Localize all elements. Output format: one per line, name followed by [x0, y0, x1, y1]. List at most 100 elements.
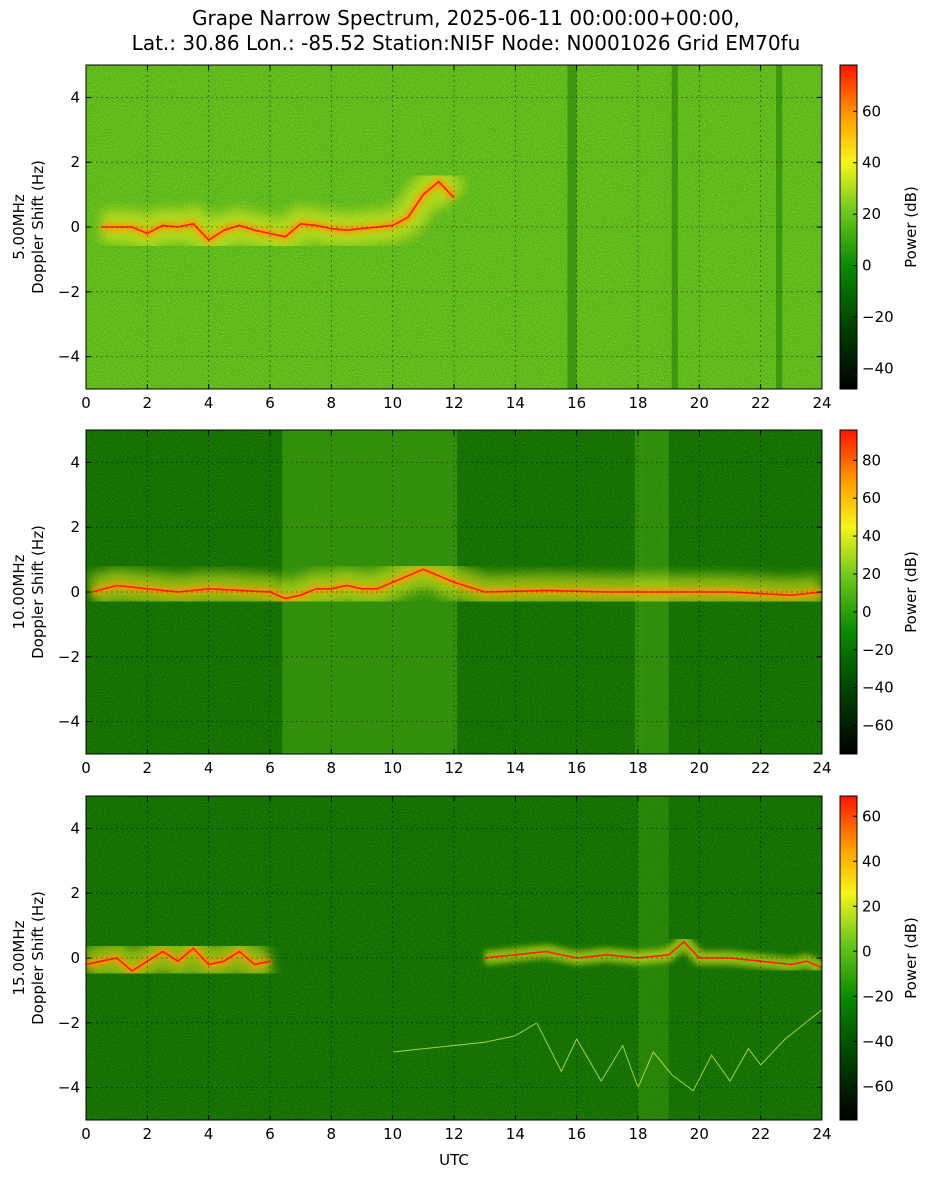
- doppler-trace: [101, 180, 455, 242]
- dark-band: [776, 65, 783, 389]
- colorbar-label: Power (dB): [902, 551, 920, 633]
- x-tick-label: 6: [265, 394, 275, 412]
- y-tick-label: 2: [70, 153, 80, 171]
- y-tick-label: −4: [58, 713, 80, 731]
- colorbar-tick-label: 0: [862, 942, 872, 960]
- x-tick-label: 24: [812, 394, 831, 412]
- y-tick-label: 4: [70, 88, 80, 106]
- heatmap-area: [86, 430, 822, 754]
- x-axis-label: UTC: [439, 1151, 469, 1169]
- x-tick-label: 6: [265, 759, 275, 777]
- frequency-label: 5.00MHz: [10, 194, 28, 260]
- x-tick-label: 20: [690, 759, 709, 777]
- x-tick-label: 24: [812, 759, 831, 777]
- x-tick-label: 18: [628, 1125, 647, 1143]
- colorbar-tick-label: 20: [862, 897, 881, 915]
- x-tick-label: 18: [628, 394, 647, 412]
- y-axis-label: Doppler Shift (Hz): [29, 891, 47, 1025]
- x-tick-label: 12: [444, 394, 463, 412]
- y-tick-label: 0: [70, 949, 80, 967]
- x-tick-label: 10: [383, 759, 402, 777]
- frequency-label: 10.00MHz: [10, 554, 28, 629]
- y-tick-label: 2: [70, 884, 80, 902]
- x-tick-label: 20: [690, 394, 709, 412]
- x-tick-label: 14: [506, 394, 525, 412]
- heatmap-area: [86, 65, 822, 389]
- x-tick-label: 4: [204, 394, 214, 412]
- x-tick-label: 4: [204, 1125, 214, 1143]
- figure-title-line-2: Lat.: 30.86 Lon.: -85.52 Station:NI5F No…: [132, 31, 801, 55]
- x-tick-label: 4: [204, 759, 214, 777]
- x-tick-label: 10: [383, 1125, 402, 1143]
- x-tick-label: 10: [383, 394, 402, 412]
- y-tick-label: 0: [70, 583, 80, 601]
- x-tick-label: 22: [751, 1125, 770, 1143]
- x-tick-label: 0: [81, 1125, 91, 1143]
- x-tick-label: 16: [567, 1125, 586, 1143]
- y-tick-label: −2: [58, 1014, 80, 1032]
- x-tick-label: 16: [567, 759, 586, 777]
- colorbar-label: Power (dB): [902, 917, 920, 999]
- y-tick-label: 0: [70, 218, 80, 236]
- x-tick-label: 14: [506, 759, 525, 777]
- colorbar-tick-label: −40: [862, 1032, 894, 1050]
- colorbar-tick-label: −60: [862, 717, 894, 735]
- colorbar: [839, 429, 858, 755]
- y-axis-label: Doppler Shift (Hz): [29, 160, 47, 294]
- x-tick-label: 6: [265, 1125, 275, 1143]
- y-tick-label: −2: [58, 283, 80, 301]
- x-tick-label: 0: [81, 759, 91, 777]
- dark-band: [671, 65, 678, 389]
- y-tick-label: −4: [58, 1079, 80, 1097]
- colorbar: [839, 795, 858, 1121]
- colorbar-tick-label: 40: [862, 154, 881, 172]
- colorbar: [839, 64, 858, 390]
- doppler-trace: [86, 947, 271, 972]
- colorbar-tick-label: 40: [862, 527, 881, 545]
- colorbar-tick-label: 40: [862, 852, 881, 870]
- doppler-trace-2: [484, 940, 822, 969]
- colorbar-tick-label: 60: [862, 489, 881, 507]
- y-tick-label: 4: [70, 453, 80, 471]
- x-tick-label: 14: [506, 1125, 525, 1143]
- x-tick-label: 16: [567, 394, 586, 412]
- colorbar-tick-label: 20: [862, 205, 881, 223]
- x-tick-label: 12: [444, 759, 463, 777]
- colorbar-tick-label: −20: [862, 987, 894, 1005]
- x-tick-label: 8: [327, 1125, 337, 1143]
- x-tick-label: 2: [143, 1125, 153, 1143]
- colorbar-tick-label: 80: [862, 451, 881, 469]
- x-tick-label: 20: [690, 1125, 709, 1143]
- colorbar-tick-label: 20: [862, 565, 881, 583]
- dark-band: [567, 65, 577, 389]
- colorbar-tick-label: −20: [862, 308, 894, 326]
- colorbar-tick-label: −60: [862, 1077, 894, 1095]
- x-tick-label: 18: [628, 759, 647, 777]
- x-tick-label: 8: [327, 759, 337, 777]
- colorbar-tick-label: 60: [862, 807, 881, 825]
- colorbar-tick-label: 0: [862, 257, 872, 275]
- x-tick-label: 2: [143, 759, 153, 777]
- heatmap-area: [86, 796, 822, 1120]
- x-tick-label: 22: [751, 394, 770, 412]
- x-tick-label: 24: [812, 1125, 831, 1143]
- doppler-trace: [91, 568, 822, 600]
- x-tick-label: 22: [751, 759, 770, 777]
- y-tick-label: 4: [70, 819, 80, 837]
- colorbar-tick-label: 0: [862, 603, 872, 621]
- x-tick-label: 2: [143, 394, 153, 412]
- frequency-label: 15.00MHz: [10, 920, 28, 995]
- y-tick-label: −2: [58, 648, 80, 666]
- x-tick-label: 0: [81, 394, 91, 412]
- colorbar-tick-label: −40: [862, 359, 894, 377]
- x-tick-label: 12: [444, 1125, 463, 1143]
- y-tick-label: 2: [70, 518, 80, 536]
- colorbar-tick-label: −20: [862, 641, 894, 659]
- faint-trace: [392, 1009, 822, 1092]
- x-tick-label: 8: [327, 394, 337, 412]
- colorbar-tick-label: −40: [862, 679, 894, 697]
